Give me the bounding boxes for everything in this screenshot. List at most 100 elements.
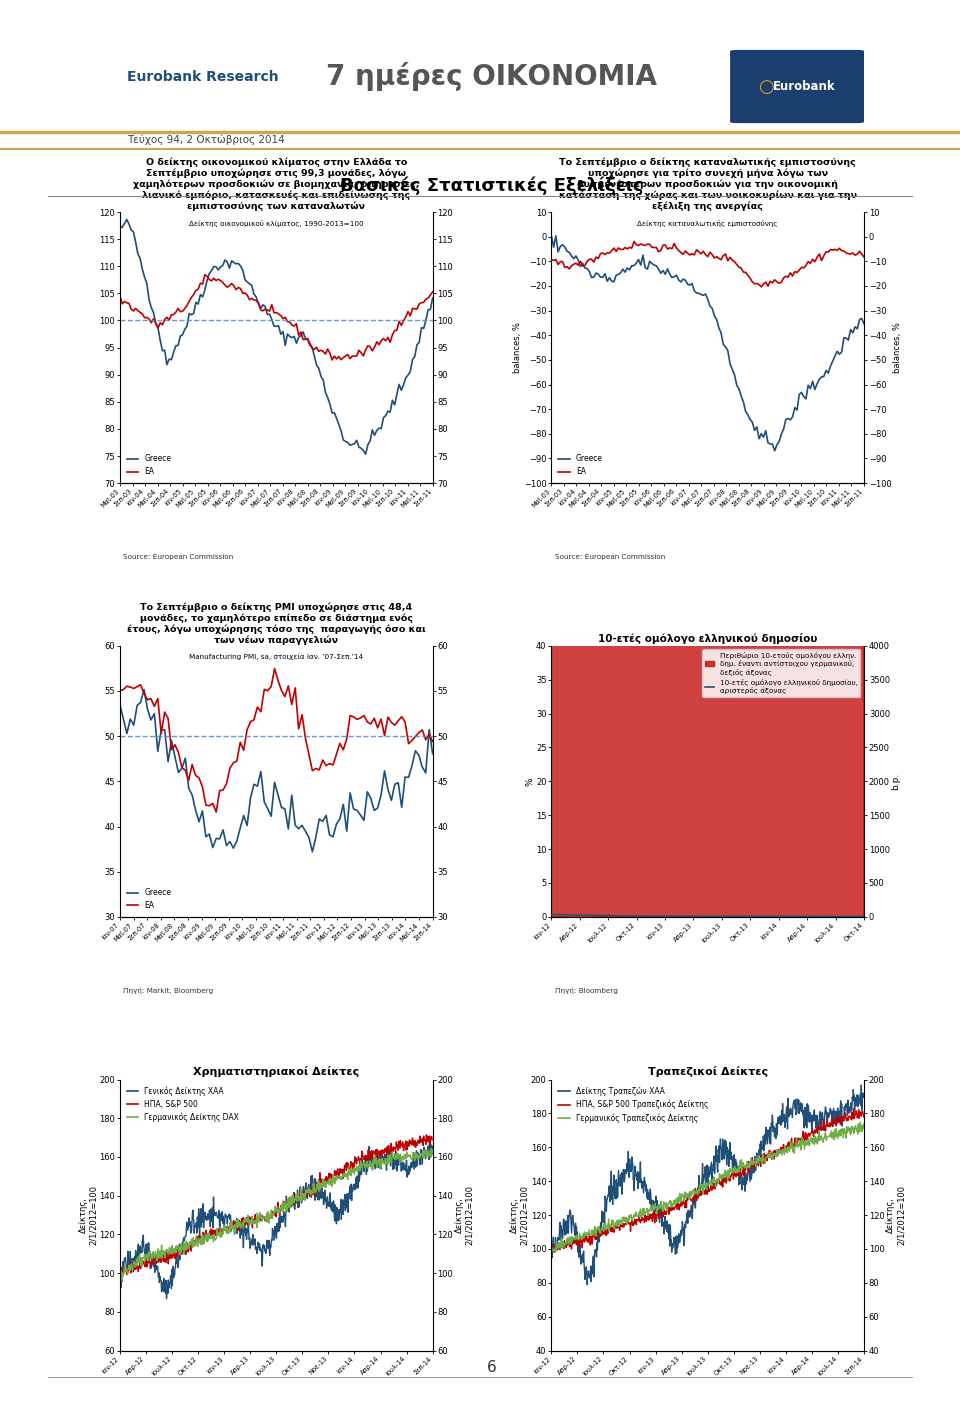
Δείκτης Τραπεζών ΧΑΑ: [828, 1100, 839, 1118]
Γενικός Δείκτης ΧΑΑ: [320, 1193, 331, 1210]
Greece: [219, 251, 230, 268]
Greece: [138, 682, 150, 699]
ΗΠΑ, S&P 500 Τραπεζικός Δείκτης: [622, 1213, 634, 1230]
EA: [816, 251, 828, 268]
Y-axis label: Δείκτης,
2/1/2012=100: Δείκτης, 2/1/2012=100: [79, 1186, 98, 1245]
Greece: [548, 239, 560, 256]
Δείκτης Τραπεζών ΧΑΑ: [752, 1150, 763, 1167]
ΗΠΑ, S&P 500 Τραπεζικός Δείκτης: [828, 1113, 839, 1130]
Greece: [648, 257, 660, 274]
Greece: [303, 829, 315, 846]
Γενικός Δείκτης ΧΑΑ: [423, 1132, 435, 1149]
ΗΠΑ, S&P 500: [191, 1231, 203, 1248]
Greece: [114, 697, 126, 714]
Text: ○: ○: [758, 78, 774, 95]
Δείκτης Τραπεζών ΧΑΑ: [622, 1143, 634, 1160]
Greece: [306, 843, 318, 861]
Γερμανικός Δείκτης DAX: [116, 1272, 128, 1289]
Γερμανικός Τραπεζικός Δείκτης: [645, 1197, 657, 1214]
EA: [199, 266, 210, 283]
Γερμανικός Δείκτης DAX: [320, 1179, 331, 1196]
Title: 10-ετές ομόλογο ελληνικού δημοσίου: 10-ετές ομόλογο ελληνικού δημοσίου: [598, 633, 817, 643]
Γενικός Δείκτης ΧΑΑ: [191, 1224, 203, 1241]
Δείκτης Τραπεζών ΧΑΑ: [858, 1088, 870, 1105]
Γερμανικός Τραπεζικός Δείκτης: [548, 1244, 560, 1261]
Y-axis label: b.p.: b.p.: [892, 772, 900, 790]
EA: [823, 243, 834, 260]
EA: [351, 711, 363, 728]
Γερμανικός Τραπεζικός Δείκτης: [828, 1125, 839, 1142]
Greece: [545, 227, 557, 244]
Γερμανικός Δείκτης DAX: [396, 1147, 408, 1164]
Γενικός Δείκτης ΧΑΑ: [396, 1154, 408, 1171]
Γενικός Δείκτης ΧΑΑ: [203, 1207, 214, 1224]
EA: [545, 251, 557, 268]
Text: 7 ημέρες ΟΙΚΟΝΟΜΙΑ: 7 ημέρες ΟΙΚΟΝΟΜΙΑ: [326, 62, 658, 91]
EA: [326, 351, 338, 368]
ΗΠΑ, S&P 500: [213, 1224, 225, 1241]
Y-axis label: Δείκτης,
2/1/2012=100: Δείκτης, 2/1/2012=100: [510, 1186, 529, 1245]
Legend: Δείκτης Τραπεζών ΧΑΑ, ΗΠΑ, S&P 500 Τραπεζικός Δείκτης, Γερμανικός Τραπεζικός Δεί: Δείκτης Τραπεζών ΧΑΑ, ΗΠΑ, S&P 500 Τραπε…: [555, 1083, 711, 1126]
Greece: [845, 321, 856, 338]
Δείκτης Τραπεζών ΧΑΑ: [645, 1184, 657, 1201]
EA: [427, 733, 439, 750]
Text: Πηγή: Markit, Bloomberg: Πηγή: Markit, Bloomberg: [123, 987, 213, 994]
Γερμανικός Δείκτης DAX: [427, 1146, 439, 1163]
Text: Πηγή: Bloomberg: Πηγή: Bloomberg: [555, 987, 617, 994]
Text: Δείκτης οικονομικού κλίματος, 1990-2013=100: Δείκτης οικονομικού κλίματος, 1990-2013=…: [189, 220, 364, 227]
Line: Δείκτης Τραπεζών ΧΑΑ: Δείκτης Τραπεζών ΧΑΑ: [551, 1085, 864, 1285]
EA: [369, 710, 380, 727]
Γερμανικός Τραπεζικός Δείκτης: [622, 1210, 634, 1227]
Greece: [427, 290, 439, 307]
ΗΠΑ, S&P 500 Τραπεζικός Δείκτης: [848, 1100, 859, 1118]
Greece: [382, 781, 394, 798]
ΗΠΑ, S&P 500 Τραπεζικός Δείκτης: [789, 1129, 801, 1146]
EA: [269, 660, 280, 677]
EA: [427, 284, 439, 301]
Line: EA: EA: [120, 274, 433, 359]
Y-axis label: balances, %: balances, %: [514, 322, 522, 373]
ΗΠΑ, S&P 500: [358, 1149, 370, 1166]
Greece: [858, 315, 870, 332]
Greece: [121, 212, 132, 229]
Title: Τραπεζικοί Δείκτες: Τραπεζικοί Δείκτες: [648, 1066, 768, 1078]
Δείκτης Τραπεζών ΧΑΑ: [789, 1100, 801, 1118]
EA: [858, 248, 870, 266]
Greece: [372, 799, 383, 816]
Line: ΗΠΑ, S&P 500: ΗΠΑ, S&P 500: [120, 1135, 433, 1275]
EA: [114, 683, 126, 700]
Γερμανικός Δείκτης DAX: [213, 1225, 225, 1242]
ΗΠΑ, S&P 500 Τραπεζικός Δείκτης: [548, 1242, 560, 1260]
EA: [384, 334, 396, 351]
Greece: [360, 446, 372, 463]
Greece: [813, 371, 825, 388]
Γερμανικός Τραπεζικός Δείκτης: [854, 1113, 866, 1130]
Γερμανικός Δείκτης DAX: [203, 1230, 214, 1247]
Γερμανικός Δείκτης DAX: [425, 1140, 437, 1157]
ΗΠΑ, S&P 500 Τραπεζικός Δείκτης: [858, 1109, 870, 1126]
Greece: [116, 219, 128, 236]
Γενικός Δείκτης ΧΑΑ: [160, 1291, 172, 1308]
ΗΠΑ, S&P 500 Τραπεζικός Δείκτης: [545, 1240, 557, 1257]
EA: [210, 804, 222, 821]
Y-axis label: Δείκτης,
2/1/2012=100: Δείκτης, 2/1/2012=100: [886, 1186, 905, 1245]
Δείκτης Τραπεζών ΧΑΑ: [855, 1076, 867, 1093]
Γερμανικός Τραπεζικός Δείκτης: [752, 1154, 763, 1171]
Legend: Greece, EA: Greece, EA: [124, 885, 175, 913]
Text: Τεύχος 94, 2 Οκτώβριος 2014: Τεύχος 94, 2 Οκτώβριος 2014: [128, 135, 285, 145]
ΗΠΑ, S&P 500: [420, 1126, 432, 1143]
Γενικός Δείκτης ΧΑΑ: [213, 1206, 225, 1223]
Γερμανικός Δείκτης DAX: [191, 1233, 203, 1250]
ΗΠΑ, S&P 500: [427, 1132, 439, 1149]
Text: Source: European Commission: Source: European Commission: [555, 554, 664, 559]
Γερμανικός Δείκτης DAX: [114, 1265, 126, 1282]
Γερμανικός Δείκτης DAX: [358, 1154, 370, 1171]
Legend: Greece, EA: Greece, EA: [124, 452, 175, 480]
ΗΠΑ, S&P 500: [320, 1173, 331, 1190]
Greece: [416, 320, 427, 337]
EA: [382, 709, 394, 726]
EA: [564, 260, 575, 277]
Greece: [820, 362, 831, 379]
Δείκτης Τραπεζών ΧΑΑ: [582, 1277, 593, 1294]
EA: [365, 716, 376, 733]
